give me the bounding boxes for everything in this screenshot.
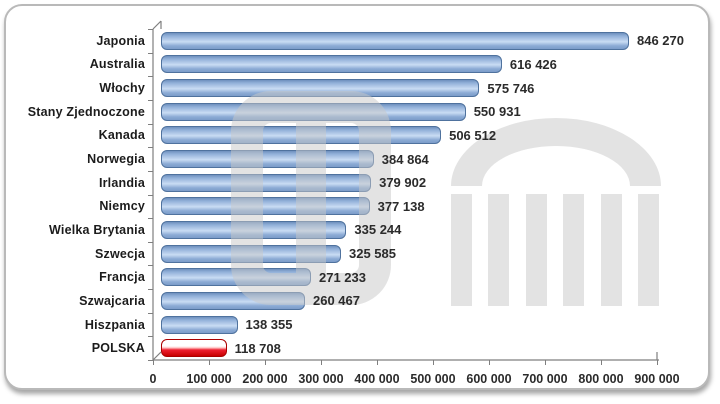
x-tick	[433, 360, 434, 365]
x-tick	[601, 360, 602, 365]
chart-row: Japonia 846 270	[6, 29, 708, 53]
y-tick	[148, 147, 153, 149]
value-label: 384 864	[381, 151, 429, 167]
category-label: Japonia	[96, 33, 145, 48]
value-label: 335 244	[354, 222, 402, 238]
y-tick	[148, 218, 153, 220]
category-label: POLSKA	[91, 341, 145, 356]
category-label: Stany Zjednoczone	[27, 104, 145, 119]
y-tick	[148, 289, 153, 291]
category-label: Szwajcaria	[79, 293, 145, 308]
value-label: 616 426	[509, 56, 557, 72]
value-label: 846 270	[637, 33, 684, 49]
category-label: Szwecja	[94, 246, 145, 261]
x-tick-label: 500 000	[410, 372, 456, 386]
chart-row: POLSKA 118 708	[6, 336, 708, 360]
x-tick	[489, 360, 490, 365]
bar-highlighted	[161, 339, 227, 358]
bar-track: 138 355	[161, 313, 708, 337]
bar-track: 118 708	[161, 336, 708, 360]
x-tick	[209, 360, 210, 365]
value-label: 325 585	[349, 246, 396, 262]
x-tick-label: 600 000	[466, 372, 512, 386]
category-label: Hiszpania	[84, 317, 145, 332]
value-label: 379 902	[379, 175, 427, 191]
bar	[161, 31, 629, 50]
category-label: Niemcy	[99, 199, 145, 214]
x-tick-label: 700 000	[522, 372, 568, 386]
x-tick	[265, 360, 266, 365]
x-tick-label: 400 000	[354, 372, 400, 386]
y-tick	[148, 99, 153, 101]
y-tick	[148, 52, 153, 54]
category-label: Irlandia	[98, 175, 145, 190]
value-label: 138 355	[245, 317, 293, 332]
value-label: 575 746	[487, 80, 535, 96]
x-tick-label: 800 000	[578, 372, 624, 386]
x-tick-label: 0	[149, 372, 157, 386]
y-tick	[148, 123, 153, 125]
bar	[161, 315, 238, 334]
category-label: Norwegia	[87, 152, 145, 167]
x-tick	[545, 360, 546, 365]
x-tick-label: 900 000	[634, 372, 680, 386]
y-tick	[148, 170, 153, 172]
chart-row: Hiszpania 138 355	[6, 313, 708, 337]
chart-frame: Japonia 846 270 Australia 616 426 Włochy 575 …	[4, 4, 710, 390]
x-tick	[153, 360, 154, 365]
bar-track: 616 426	[161, 53, 708, 77]
x-tick	[321, 360, 322, 365]
category-label: Wielka Brytania	[49, 222, 145, 237]
x-tick-label: 300 000	[298, 372, 344, 386]
chart-row: Australia 616 426	[6, 53, 708, 77]
bar-chart: Japonia 846 270 Australia 616 426 Włochy 575 …	[6, 6, 708, 388]
axis-lines	[152, 20, 659, 361]
value-label: 550 931	[473, 104, 521, 120]
value-label: 260 467	[313, 293, 360, 309]
bar-track: 846 270	[161, 29, 708, 53]
value-label: 506 512	[449, 127, 497, 143]
x-tick-label: 100 000	[186, 372, 232, 386]
y-tick	[148, 76, 153, 78]
y-tick	[148, 265, 153, 267]
y-tick	[148, 360, 153, 361]
y-tick	[148, 312, 153, 314]
x-tick	[657, 360, 658, 365]
category-label: Włochy	[99, 81, 145, 96]
category-label: Australia	[89, 57, 145, 72]
y-tick	[148, 194, 153, 196]
category-label: Francja	[99, 270, 145, 285]
y-tick	[148, 241, 153, 243]
value-label: 118 708	[234, 340, 281, 356]
x-tick	[377, 360, 378, 365]
category-label: Kanada	[98, 128, 145, 143]
y-tick	[148, 336, 153, 338]
x-tick-label: 200 000	[242, 372, 288, 386]
bar	[161, 55, 502, 74]
value-label: 271 233	[319, 269, 366, 285]
value-label: 377 138	[377, 198, 425, 214]
y-tick	[148, 29, 153, 30]
